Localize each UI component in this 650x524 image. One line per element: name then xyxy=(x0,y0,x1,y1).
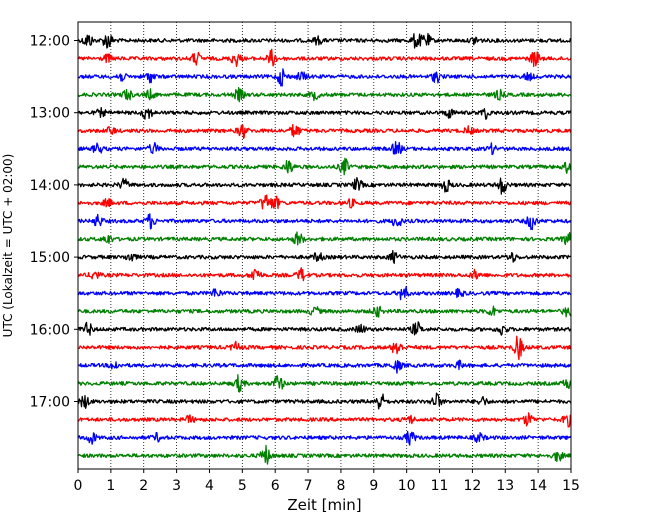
x-axis: 0 1 2 3 4 5 6 7 8 9 10 11 12 13 14 15 xyxy=(74,469,580,494)
y-tick-label: 14:00 xyxy=(30,178,70,194)
y-tick-label: 15:00 xyxy=(30,250,70,266)
trace-row xyxy=(78,177,571,195)
x-axis-label: Zeit [min] xyxy=(287,496,361,514)
trace-row xyxy=(78,231,571,246)
grid-lines xyxy=(110,22,539,469)
trace-row xyxy=(78,359,571,374)
trace-row xyxy=(78,305,571,318)
trace-row xyxy=(78,444,571,465)
trace-row xyxy=(78,123,571,140)
trace-row xyxy=(78,140,571,156)
x-tick-label: 1 xyxy=(106,478,115,494)
x-tick-label: 10 xyxy=(398,478,416,494)
y-tick-label: 17:00 xyxy=(30,395,70,411)
trace-row xyxy=(78,285,571,301)
y-tick-label: 12:00 xyxy=(30,34,70,50)
x-tick-label: 12 xyxy=(463,478,481,494)
x-tick-label: 2 xyxy=(139,478,148,494)
trace-row xyxy=(78,321,571,336)
x-tick-label: 4 xyxy=(205,478,214,494)
x-tick-label: 3 xyxy=(172,478,181,494)
trace-row xyxy=(78,68,571,87)
trace-row xyxy=(78,48,571,68)
x-tick-label: 14 xyxy=(529,478,547,494)
x-tick-label: 5 xyxy=(238,478,247,494)
trace-row xyxy=(78,412,571,428)
trace-row xyxy=(78,32,571,49)
y-tick-label: 13:00 xyxy=(30,106,70,122)
x-tick-label: 9 xyxy=(369,478,378,494)
y-axis: 12:00 13:00 14:00 15:00 16:00 17:00 xyxy=(30,34,78,411)
x-tick-label: 7 xyxy=(304,478,313,494)
trace-row xyxy=(78,267,571,282)
trace-row xyxy=(78,430,571,446)
x-tick-label: 8 xyxy=(336,478,345,494)
x-tick-label: 6 xyxy=(271,478,280,494)
trace-row xyxy=(78,86,571,103)
trace-row xyxy=(78,335,571,361)
x-tick-label: 0 xyxy=(74,478,83,494)
x-tick-label: 11 xyxy=(431,478,449,494)
trace-row xyxy=(78,106,571,120)
y-axis-label: UTC (Lokalzeit = UTC + 02:00) xyxy=(1,154,15,338)
y-tick-label: 16:00 xyxy=(30,322,70,338)
trace-row xyxy=(78,249,571,264)
plot-frame xyxy=(77,21,572,470)
trace-row xyxy=(78,157,571,176)
trace-group xyxy=(78,32,571,465)
x-tick-label: 13 xyxy=(496,478,514,494)
trace-row xyxy=(78,194,571,210)
trace-row xyxy=(78,213,571,231)
x-tick-label: 15 xyxy=(562,478,580,494)
trace-row xyxy=(78,374,571,393)
trace-row xyxy=(78,392,571,410)
